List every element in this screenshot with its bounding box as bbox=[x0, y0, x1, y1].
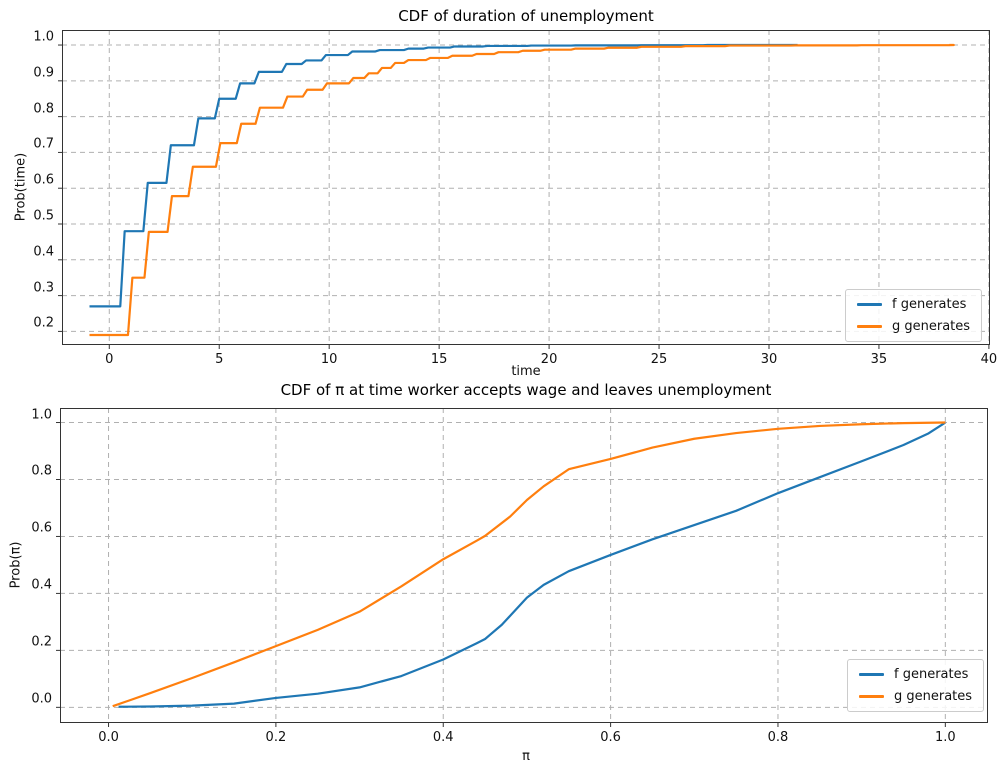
g-series-line-icon bbox=[857, 325, 882, 328]
x-tick-label: 0.8 bbox=[767, 730, 789, 745]
bottom-y-axis-label: Prob(π) bbox=[8, 541, 24, 589]
f-series-line-icon bbox=[857, 303, 882, 306]
top-chart-legend: f generates g generates bbox=[845, 289, 983, 342]
f-series-line-icon bbox=[859, 673, 884, 676]
x-tick-label: 0.0 bbox=[98, 730, 119, 745]
top-x-axis-label: time bbox=[511, 364, 541, 379]
series-line-g-generates bbox=[112, 421, 946, 708]
axes-frame bbox=[60, 408, 988, 723]
x-tick-label: 5 bbox=[215, 352, 224, 367]
x-tick-label: 40 bbox=[980, 352, 998, 367]
series-line-f-generates bbox=[89, 43, 798, 308]
y-tick-label: 0.3 bbox=[33, 280, 54, 296]
g-series-line-icon bbox=[859, 695, 884, 698]
y-tick-label: 0.9 bbox=[33, 65, 54, 81]
legend-row: g generates bbox=[857, 319, 970, 334]
y-tick-label: 0.5 bbox=[33, 208, 54, 224]
x-tick-label: 25 bbox=[650, 352, 668, 367]
x-tick-label: 20 bbox=[540, 352, 558, 367]
legend-label: g generates bbox=[892, 319, 971, 334]
y-tick-label: 0.4 bbox=[33, 244, 54, 260]
bottom-chart-legend: f generates g generates bbox=[847, 659, 985, 712]
y-tick-label: 0.2 bbox=[31, 634, 52, 650]
x-tick-label: 15 bbox=[430, 352, 448, 367]
y-tick-label: 0.2 bbox=[33, 315, 54, 331]
y-tick-label: 0.6 bbox=[33, 172, 54, 188]
legend-label: f generates bbox=[892, 297, 967, 312]
bottom-chart-title: CDF of π at time worker accepts wage and… bbox=[280, 381, 772, 399]
y-tick-label: 0.4 bbox=[31, 577, 52, 593]
x-tick-label: 0.4 bbox=[432, 730, 454, 745]
series-line-g-generates bbox=[89, 43, 955, 337]
axes-frame bbox=[62, 30, 990, 345]
legend-label: f generates bbox=[894, 667, 969, 682]
chart-canvas bbox=[56, 408, 988, 727]
x-tick-label: 0.2 bbox=[265, 730, 287, 745]
legend-row: f generates bbox=[857, 297, 970, 312]
legend-row: f generates bbox=[859, 667, 972, 682]
x-tick-label: 1.0 bbox=[934, 730, 956, 745]
series-line-f-generates bbox=[118, 421, 946, 708]
x-tick-label: 30 bbox=[760, 352, 778, 367]
x-tick-label: 10 bbox=[320, 352, 338, 367]
top-chart-title: CDF of duration of unemployment bbox=[398, 7, 654, 25]
y-tick-label: 0.8 bbox=[31, 463, 52, 479]
top-y-axis-label: Prob(time) bbox=[13, 152, 29, 222]
y-tick-label: 0.7 bbox=[33, 136, 54, 152]
y-tick-label: 1.0 bbox=[33, 29, 54, 45]
y-tick-label: 0.0 bbox=[31, 691, 52, 707]
x-tick-label: 0 bbox=[105, 352, 114, 367]
y-tick-label: 0.8 bbox=[33, 101, 54, 117]
bottom-x-axis-label: π bbox=[522, 749, 530, 764]
top-chart-axes bbox=[58, 30, 990, 349]
x-tick-label: 35 bbox=[870, 352, 888, 367]
bottom-chart-axes bbox=[56, 408, 988, 727]
x-tick-label: 0.6 bbox=[600, 730, 621, 745]
y-tick-label: 1.0 bbox=[31, 407, 52, 423]
legend-row: g generates bbox=[859, 689, 972, 704]
legend-label: g generates bbox=[894, 689, 973, 704]
y-tick-label: 0.6 bbox=[31, 520, 52, 536]
chart-canvas bbox=[58, 30, 990, 349]
